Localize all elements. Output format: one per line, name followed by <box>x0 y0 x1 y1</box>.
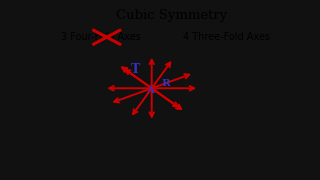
Text: T: T <box>131 63 140 76</box>
Text: R: R <box>162 79 170 88</box>
Text: 3 Four-Fold Axes: 3 Four-Fold Axes <box>61 32 141 42</box>
Text: Cubic Symmetry: Cubic Symmetry <box>116 9 228 22</box>
Text: 4 Three-Fold Axes: 4 Three-Fold Axes <box>183 32 270 42</box>
Text: A: A <box>147 86 155 95</box>
